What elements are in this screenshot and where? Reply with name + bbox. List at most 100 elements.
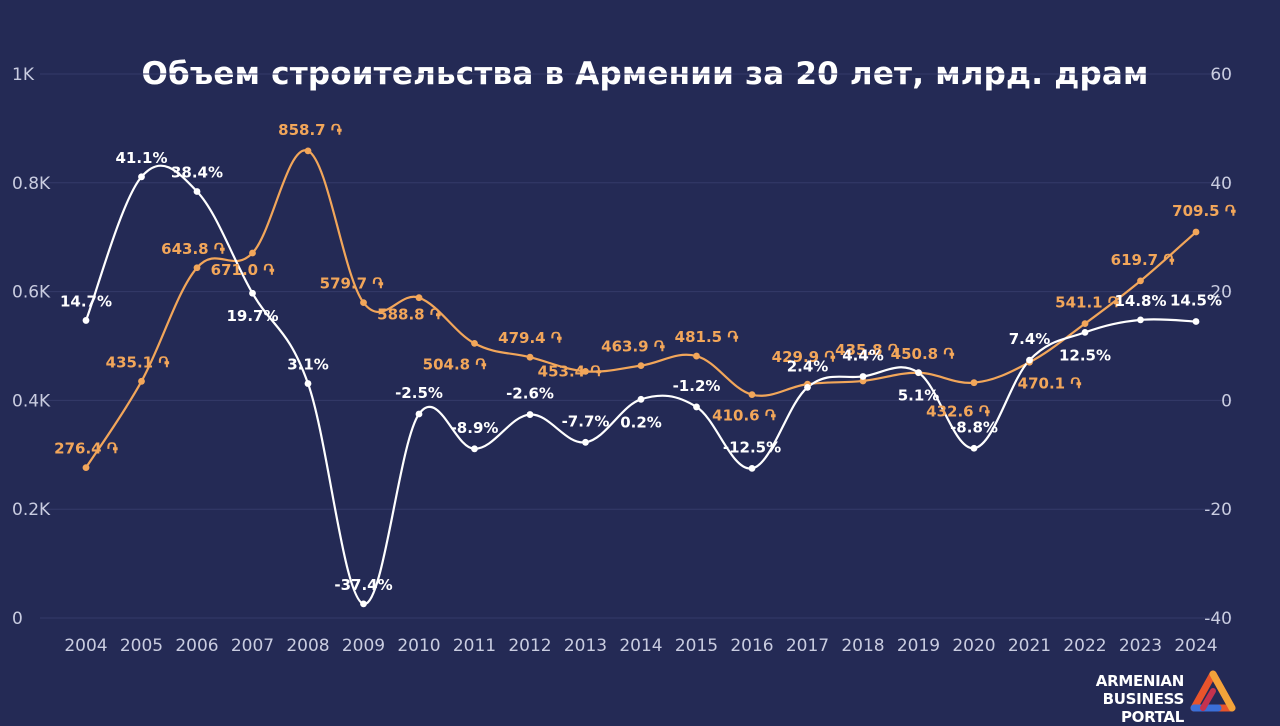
x-axis-tick-label: 2019 — [897, 636, 940, 656]
x-axis-tick-label: 2020 — [952, 636, 995, 656]
left-axis-tick-label: 0.4K — [12, 391, 51, 411]
logo-line-1: ARMENIAN — [1095, 672, 1185, 690]
data-label: 0.2% — [620, 413, 662, 431]
data-label: 858.7 ֏ — [278, 121, 342, 139]
data-label: 481.5 ֏ — [675, 328, 739, 346]
data-label: 5.1% — [898, 387, 940, 405]
right-axis-tick-label: -20 — [1204, 500, 1232, 520]
data-label: 410.6 ֏ — [712, 407, 776, 425]
data-label: 276.4 ֏ — [54, 440, 118, 458]
data-label: -37.4% — [334, 576, 392, 594]
data-point — [304, 147, 312, 155]
data-point — [526, 411, 534, 418]
data-point — [1081, 320, 1089, 328]
data-point — [693, 403, 700, 411]
right-axis-ticks: -40 -20 0 20 40 60 — [1204, 65, 1232, 629]
data-label: 19.7% — [226, 307, 278, 325]
x-axis-tick-label: 2022 — [1063, 636, 1106, 656]
right-axis-tick-label: 20 — [1210, 283, 1232, 303]
left-axis-tick-label: 0 — [12, 609, 23, 629]
data-point — [859, 373, 867, 380]
data-label: -2.5% — [395, 384, 443, 402]
x-axis-tick-label: 2013 — [564, 636, 607, 656]
data-label: 2.4% — [787, 357, 829, 375]
data-label: 429.9 ֏ — [772, 348, 836, 366]
data-point — [193, 188, 201, 195]
data-label: 4.4% — [842, 346, 884, 364]
data-point — [582, 367, 589, 375]
series-points — [82, 147, 1200, 608]
left-axis-tick-label: 0.2K — [12, 500, 51, 520]
data-label: 41.1% — [115, 149, 167, 167]
data-labels: 276.4 ֏ 435.1 ֏ 643.8 ֏ 671.0 ֏ 858.7 ֏ 579.7… — [54, 121, 1236, 594]
x-axis-tick-label: 2018 — [841, 636, 884, 656]
data-point — [304, 380, 312, 387]
data-label: 709.5 ֏ — [1172, 202, 1236, 220]
data-label: 470.1 ֏ — [1018, 374, 1082, 392]
data-point — [970, 444, 978, 452]
data-point — [249, 289, 256, 297]
data-label: 504.8 ֏ — [423, 355, 487, 373]
data-label: 541.1 ֏ — [1055, 294, 1119, 312]
data-point — [138, 377, 145, 385]
data-point — [915, 369, 922, 377]
data-label: 643.8 ֏ — [161, 240, 225, 258]
x-axis-ticks: 2004 2005 2006 2007 2008 2009 2010 2011 2012 2013… — [64, 636, 1217, 656]
data-point — [415, 410, 423, 418]
logo-line-2: BUSINESS PORTAL — [1102, 690, 1185, 726]
data-label: 14.7% — [60, 292, 112, 310]
data-label: -1.2% — [673, 377, 721, 395]
data-point — [471, 339, 478, 347]
data-point — [1192, 228, 1200, 236]
data-label: -8.9% — [451, 419, 499, 437]
data-point — [360, 600, 367, 608]
x-axis-tick-label: 2005 — [120, 636, 163, 656]
x-axis-tick-label: 2010 — [397, 636, 440, 656]
data-point — [415, 294, 423, 302]
right-axis-tick-label: 0 — [1221, 391, 1232, 411]
x-axis-tick-label: 2011 — [453, 636, 496, 656]
x-axis-tick-label: 2014 — [619, 636, 662, 656]
data-point — [1026, 356, 1033, 364]
data-label: 479.4 ֏ — [498, 329, 562, 347]
x-axis-tick-label: 2017 — [786, 636, 829, 656]
data-label: 435.8 ֏ — [835, 341, 899, 359]
data-label: 432.6 ֏ — [926, 403, 990, 421]
left-axis-tick-label: 1K — [12, 65, 35, 85]
data-point — [748, 465, 756, 472]
x-axis-tick-label: 2021 — [1008, 636, 1051, 656]
x-axis-tick-label: 2024 — [1174, 636, 1217, 656]
x-axis-tick-label: 2009 — [342, 636, 385, 656]
data-point — [748, 391, 756, 399]
data-point — [1137, 316, 1144, 324]
data-label: 14.5% — [1170, 292, 1222, 310]
data-label: -8.8% — [950, 418, 998, 436]
left-axis-ticks: 0 0.2K 0.4K 0.6K 0.8K 1K — [12, 65, 51, 629]
x-axis-tick-label: 2004 — [64, 636, 107, 656]
right-axis-tick-label: -40 — [1204, 609, 1232, 629]
logo-mark-icon — [1190, 670, 1236, 712]
right-axis-tick-label: 40 — [1210, 174, 1232, 194]
data-label: -12.5% — [723, 438, 781, 456]
left-axis-tick-label: 0.6K — [12, 283, 51, 303]
data-point — [693, 352, 700, 360]
data-point — [1081, 329, 1089, 336]
x-axis-tick-label: 2012 — [508, 636, 551, 656]
data-point — [471, 445, 478, 453]
data-point — [582, 438, 589, 446]
data-point — [82, 317, 90, 324]
data-point — [82, 464, 90, 472]
left-axis-tick-label: 0.8K — [12, 174, 51, 194]
data-point — [637, 395, 645, 403]
data-label: 463.9 ֏ — [601, 338, 665, 356]
data-label: 579.7 ֏ — [320, 275, 384, 293]
data-point — [360, 299, 367, 307]
data-point — [138, 173, 145, 181]
data-label: -7.7% — [562, 412, 610, 430]
data-point — [970, 379, 978, 387]
data-label: 7.4% — [1009, 330, 1051, 348]
data-label: 671.0 ֏ — [211, 261, 275, 279]
x-axis-tick-label: 2016 — [730, 636, 773, 656]
x-axis-tick-label: 2023 — [1119, 636, 1162, 656]
data-point — [526, 353, 534, 361]
